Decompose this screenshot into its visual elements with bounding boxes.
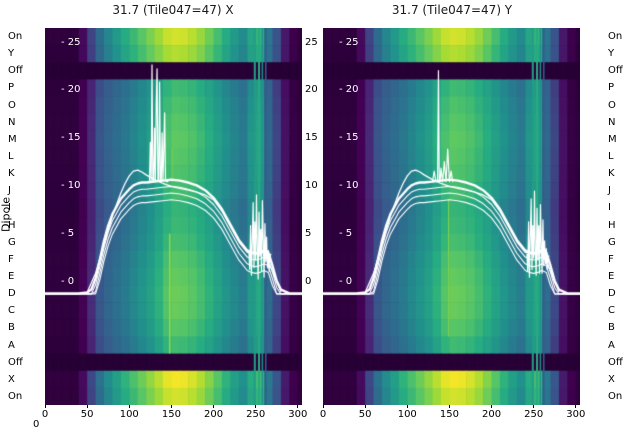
inner-tick-label: - 15	[339, 132, 359, 144]
dipole-label-right: F	[608, 253, 614, 265]
inner-tick-label: - 0	[61, 275, 75, 287]
x-tick-label: 50	[80, 409, 94, 420]
x-tick-label: 50	[358, 409, 372, 420]
dipole-label-right: O	[608, 99, 616, 111]
x-tick-label: 150	[161, 409, 181, 420]
x-tick-label: 200	[481, 409, 502, 420]
dipole-label-left: G	[8, 236, 16, 248]
dipole-label-right: On	[608, 390, 623, 402]
dipole-label-left: B	[8, 322, 15, 334]
x-tick-mark	[575, 405, 577, 408]
dipole-label-right: Y	[608, 48, 615, 60]
dipole-label-right: L	[608, 151, 614, 163]
dipole-label-right: Off	[608, 356, 623, 368]
dipole-label-right: C	[608, 305, 615, 317]
dipole-label-left: K	[8, 168, 15, 180]
dipole-label-right: X	[608, 373, 615, 385]
x-tick-label: 150	[439, 409, 459, 420]
right-tick-label: 20	[305, 84, 318, 96]
x-tick-mark	[406, 405, 408, 408]
dipole-label-left: Y	[8, 48, 15, 60]
right-tick-label: 15	[305, 132, 318, 144]
dipole-label-right: I	[608, 202, 611, 214]
x-tick-mark	[128, 405, 130, 408]
dipole-label-right: A	[608, 339, 615, 351]
dipole-label-right: D	[608, 288, 616, 300]
x-tick-mark	[213, 405, 215, 408]
inner-tick-label: - 25	[339, 36, 359, 48]
plot-title-x: 31.7 (Tile047=47) X	[112, 3, 234, 17]
x-tick-label: 300	[288, 409, 308, 420]
x-tick-mark	[364, 405, 366, 408]
dipole-label-right: Off	[608, 65, 623, 77]
inner-tick-label: - 5	[339, 227, 353, 239]
dipole-label-left: E	[8, 270, 15, 282]
right-tick-label: 10	[305, 179, 318, 191]
x-tick-label: 250	[246, 409, 266, 420]
dipole-label-left: A	[8, 339, 15, 351]
dipole-label-left: On	[8, 31, 23, 43]
x-tick-label: 300	[566, 409, 586, 420]
dipole-label-left: Off	[8, 356, 23, 368]
dipole-label-left: F	[8, 253, 14, 265]
dipole-label-right: M	[608, 133, 617, 145]
dipole-label-left: Off	[8, 65, 23, 77]
dipole-label-left: J	[8, 185, 11, 197]
heatmap-canvas-x	[45, 28, 302, 405]
right-tick-label: 5	[305, 227, 312, 239]
dipole-label-right: K	[608, 168, 615, 180]
dipole-label-left: I	[8, 202, 11, 214]
dipole-label-left: M	[8, 133, 17, 145]
dipole-label-left: P	[8, 82, 15, 94]
dipole-label-right: J	[608, 185, 611, 197]
right-tick-label: 0	[305, 275, 312, 287]
dipole-label-left: N	[8, 116, 16, 128]
corner-zero-label: 0	[33, 419, 40, 430]
dipole-label-left: On	[8, 390, 23, 402]
dipole-label-left: H	[8, 219, 16, 231]
x-tick-mark	[322, 405, 324, 408]
dipole-label-left: L	[8, 151, 14, 163]
right-tick-label: 25	[305, 36, 318, 48]
inner-tick-label: - 10	[339, 179, 359, 191]
x-tick-label: 250	[524, 409, 544, 420]
x-tick-mark	[491, 405, 493, 408]
x-tick-label: 0	[41, 409, 49, 420]
x-tick-label: 0	[319, 409, 327, 420]
inner-tick-label: - 20	[61, 84, 81, 96]
x-tick-mark	[255, 405, 257, 408]
x-tick-mark	[533, 405, 535, 408]
dipole-label-right: B	[608, 322, 615, 334]
dipole-label-right: N	[608, 116, 616, 128]
x-tick-mark	[86, 405, 88, 408]
dipole-label-right: E	[608, 270, 615, 282]
heatmap-canvas-y	[323, 28, 580, 405]
inner-tick-label: - 25	[61, 36, 81, 48]
inner-tick-label: - 20	[339, 84, 359, 96]
x-tick-mark	[44, 405, 46, 408]
x-tick-mark	[448, 405, 450, 408]
x-tick-label: 200	[203, 409, 224, 420]
inner-tick-label: - 15	[61, 132, 81, 144]
dipole-label-right: On	[608, 31, 623, 43]
x-tick-mark	[170, 405, 172, 408]
dipole-label-left: O	[8, 99, 16, 111]
dipole-label-left: C	[8, 305, 15, 317]
dipole-label-left: X	[8, 373, 15, 385]
plot-title-y: 31.7 (Tile047=47) Y	[391, 3, 513, 17]
x-tick-label: 100	[397, 409, 417, 420]
dipole-label-right: G	[608, 236, 616, 248]
x-tick-mark	[297, 405, 299, 408]
inner-tick-label: - 10	[61, 179, 81, 191]
dipole-label-left: D	[8, 288, 16, 300]
dipole-label-right: H	[608, 219, 616, 231]
x-tick-label: 100	[119, 409, 139, 420]
inner-tick-label: - 0	[339, 275, 353, 287]
inner-tick-label: - 5	[61, 227, 75, 239]
dipole-label-right: P	[608, 82, 615, 94]
